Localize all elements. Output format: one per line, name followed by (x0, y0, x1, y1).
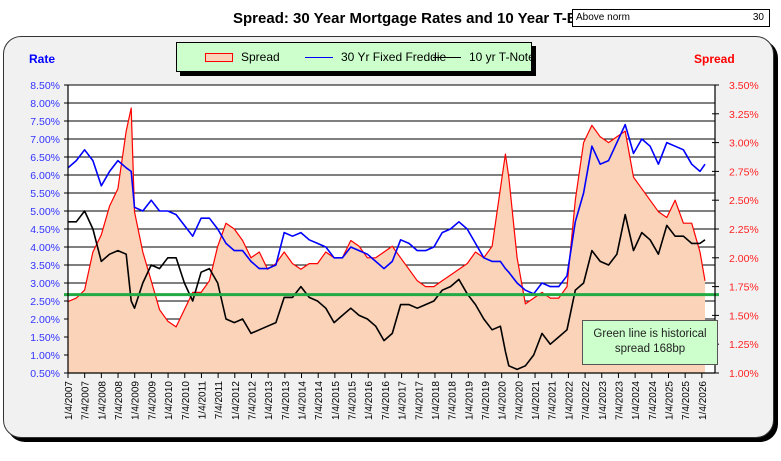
x-tick-label: 7/4/2011 (214, 381, 225, 420)
left-tick-label: 4.00% (30, 242, 60, 254)
x-tick-label: 7/4/2021 (548, 381, 559, 420)
x-tick-label: 1/4/2022 (564, 381, 575, 420)
right-tick-label: 1.25% (729, 339, 759, 351)
left-tick-label: 6.50% (30, 152, 60, 164)
right-tick-label: 3.50% (729, 80, 759, 92)
left-tick-label: 5.50% (30, 188, 60, 200)
left-tick-label: 3.00% (30, 278, 60, 290)
left-tick-label: 5.00% (30, 206, 60, 218)
x-tick-label: 1/4/2013 (264, 381, 275, 420)
spread-area-group (68, 108, 705, 373)
left-tick-label: 2.00% (30, 314, 60, 326)
series-lines (64, 107, 719, 371)
x-tick-label: 7/4/2008 (114, 381, 125, 420)
x-tick-label: 7/4/2010 (181, 381, 192, 420)
x-tick-label: 1/4/2011 (197, 381, 208, 420)
x-tick-label: 1/4/2009 (131, 381, 142, 420)
right-tick-label: 2.50% (729, 195, 759, 207)
legend-swatch-mortgage (305, 57, 333, 59)
x-tick-label: 1/4/2007 (64, 381, 75, 420)
legend-item-tnote: 10 yr T-Note (433, 50, 535, 64)
left-tick-label: 1.00% (30, 350, 60, 362)
right-tick-label: 2.00% (729, 253, 759, 265)
x-tick-label: 7/4/2020 (514, 381, 525, 420)
x-tick-label: 1/4/2021 (531, 381, 542, 420)
left-axis-title: Rate (29, 52, 56, 66)
left-tick-label: 0.50% (30, 368, 60, 380)
left-tick-label: 3.50% (30, 260, 60, 272)
right-tick-label: 2.25% (729, 224, 759, 236)
legend-label-spread: Spread (241, 50, 280, 64)
x-tick-label: 7/4/2007 (81, 381, 92, 420)
x-tick-label: 1/4/2015 (331, 381, 342, 420)
legend-item-mortgage: 30 Yr Fixed Freddie (305, 50, 446, 64)
x-tick-label: 7/4/2014 (314, 381, 325, 420)
chart-title: Spread: 30 Year Mortgage Rates and 10 Ye… (233, 10, 591, 27)
right-tick-label: 3.25% (729, 109, 759, 121)
x-tick-label: 7/4/2012 (247, 381, 258, 420)
tnote-line (68, 210, 706, 371)
right-tick-label: 1.75% (729, 282, 759, 294)
x-tick-label: 7/4/2024 (648, 381, 659, 420)
x-tick-label: 1/4/2008 (97, 381, 108, 420)
x-tick-label: 1/4/2019 (464, 381, 475, 420)
x-tick-label: 7/4/2019 (481, 381, 492, 420)
right-axis-ticks: 3.50% 3.25% 3.00% 2.75% 2.50% 2.25% 2.00% 1.75%… (712, 80, 759, 380)
x-axis-ticks: 1/4/2007 7/4/2007 1/4/2008 7/4/2008 1/4/2009… (64, 373, 709, 420)
right-tick-label: 1.50% (729, 310, 759, 322)
x-tick-label: 7/4/2013 (281, 381, 292, 420)
x-tick-label: 1/4/2016 (364, 381, 375, 420)
left-tick-label: 7.50% (30, 116, 60, 128)
legend-item-spread: Spread (205, 50, 280, 64)
left-tick-label: 8.50% (30, 80, 60, 92)
above-norm-value: 30 (752, 12, 764, 23)
annotation-line-1: Green line is historical (593, 328, 707, 340)
x-tick-label: 7/4/2015 (348, 381, 359, 420)
left-tick-label: 2.50% (30, 296, 60, 308)
x-tick-label: 7/4/2022 (581, 381, 592, 420)
x-tick-label: 7/4/2018 (448, 381, 459, 420)
x-tick-label: 1/4/2026 (698, 381, 709, 420)
x-tick-label: 1/4/2014 (298, 381, 309, 420)
x-tick-label: 7/4/2017 (414, 381, 425, 420)
left-tick-label: 4.50% (30, 224, 60, 236)
right-tick-label: 2.75% (729, 166, 759, 178)
x-tick-label: 1/4/2023 (598, 381, 609, 420)
x-tick-label: 7/4/2023 (614, 381, 625, 420)
x-tick-label: 1/4/2012 (231, 381, 242, 420)
legend-swatch-tnote (433, 57, 461, 59)
x-tick-label: 7/4/2016 (381, 381, 392, 420)
x-tick-label: 7/4/2025 (681, 381, 692, 420)
x-tick-label: 1/4/2017 (398, 381, 409, 420)
above-norm-label: Above norm (576, 12, 630, 23)
x-tick-label: 1/4/2024 (631, 381, 642, 420)
left-tick-label: 7.00% (30, 134, 60, 146)
legend-label-tnote: 10 yr T-Note (469, 50, 535, 64)
right-axis-title: Spread (694, 52, 735, 66)
x-tick-label: 1/4/2020 (498, 381, 509, 420)
left-tick-label: 1.50% (30, 332, 60, 344)
spread-area (68, 108, 705, 373)
legend: Spread 30 Yr Fixed Freddie 10 yr T-Note (176, 42, 535, 72)
right-tick-label: 1.00% (729, 368, 759, 380)
left-tick-label: 8.00% (30, 98, 60, 110)
above-norm-cell[interactable]: Above norm 30 (572, 9, 770, 27)
x-tick-label: 7/4/2009 (147, 381, 158, 420)
legend-swatch-spread (205, 53, 233, 63)
x-tick-label: 1/4/2010 (164, 381, 175, 420)
left-tick-label: 6.00% (30, 170, 60, 182)
left-axis-ticks: 8.50% 8.00% 7.50% 7.00% 6.50% 6.00% 5.50% 5.00%… (30, 80, 68, 380)
spread-line (67, 107, 706, 328)
mortgage-rate-line (67, 123, 706, 295)
legend-label-mortgage: 30 Yr Fixed Freddie (341, 50, 447, 64)
right-tick-label: 3.00% (729, 138, 759, 150)
annotation-line-2: spread 168bp (614, 343, 686, 355)
x-tick-label: 1/4/2018 (431, 381, 442, 420)
annotation-box: Green line is historical spread 168bp (582, 320, 718, 365)
x-tick-label: 1/4/2025 (664, 381, 675, 420)
